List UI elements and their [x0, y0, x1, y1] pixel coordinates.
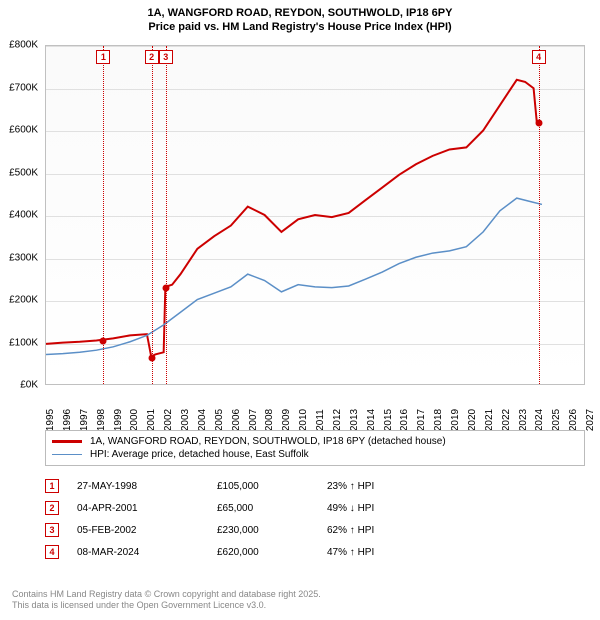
y-tick-label: £600K	[9, 125, 38, 136]
x-tick-label: 2003	[180, 409, 191, 431]
event-change: 62% ↑ HPI	[327, 525, 457, 536]
x-tick-label: 2027	[585, 409, 596, 431]
footer-line-1: Contains HM Land Registry data © Crown c…	[12, 589, 321, 601]
event-price: £65,000	[217, 503, 327, 514]
sale-marker-dot	[162, 285, 169, 292]
series-line-price_paid	[46, 80, 542, 357]
chart-plot-area: 1 23 4	[45, 45, 585, 385]
sale-marker-line	[539, 46, 540, 384]
y-tick-label: £100K	[9, 337, 38, 348]
legend-item: 1A, WANGFORD ROAD, REYDON, SOUTHWOLD, IP…	[52, 435, 578, 448]
chart-svg	[46, 46, 584, 384]
event-marker-box: 3	[45, 523, 59, 537]
x-tick-label: 2021	[484, 409, 495, 431]
event-change: 49% ↓ HPI	[327, 503, 457, 514]
sale-marker-box: 3	[159, 50, 173, 64]
x-tick-label: 1995	[45, 409, 56, 431]
title-line-1: 1A, WANGFORD ROAD, REYDON, SOUTHWOLD, IP…	[10, 6, 590, 20]
x-tick-label: 2013	[349, 409, 360, 431]
event-price: £230,000	[217, 525, 327, 536]
event-row: 1 27-MAY-1998£105,00023% ↑ HPI	[45, 475, 585, 497]
x-tick-label: 1997	[79, 409, 90, 431]
event-change: 47% ↑ HPI	[327, 547, 457, 558]
x-tick-label: 2004	[197, 409, 208, 431]
y-tick-label: £800K	[9, 40, 38, 51]
event-price: £620,000	[217, 547, 327, 558]
event-marker-box: 4	[45, 545, 59, 559]
legend-item: HPI: Average price, detached house, East…	[52, 448, 578, 461]
x-tick-label: 2026	[568, 409, 579, 431]
x-tick-label: 2022	[501, 409, 512, 431]
sale-marker-box: 1	[96, 50, 110, 64]
event-marker-box: 2	[45, 501, 59, 515]
x-tick-label: 2001	[146, 409, 157, 431]
x-tick-label: 2024	[534, 409, 545, 431]
events-table: 1 27-MAY-1998£105,00023% ↑ HPI 2 04-APR-200…	[45, 475, 585, 563]
y-tick-label: £700K	[9, 82, 38, 93]
event-date: 08-MAR-2024	[77, 547, 217, 558]
x-tick-label: 2019	[450, 409, 461, 431]
legend-swatch	[52, 454, 82, 456]
legend: 1A, WANGFORD ROAD, REYDON, SOUTHWOLD, IP…	[45, 430, 585, 466]
x-tick-label: 2011	[315, 409, 326, 431]
x-tick-label: 2017	[416, 409, 427, 431]
title-block: 1A, WANGFORD ROAD, REYDON, SOUTHWOLD, IP…	[0, 0, 600, 37]
legend-label: 1A, WANGFORD ROAD, REYDON, SOUTHWOLD, IP…	[90, 436, 446, 447]
x-tick-label: 2025	[551, 409, 562, 431]
y-tick-label: £200K	[9, 295, 38, 306]
event-date: 04-APR-2001	[77, 503, 217, 514]
x-tick-label: 2000	[129, 409, 140, 431]
sale-marker-line	[166, 46, 167, 384]
event-row: 2 04-APR-2001£65,00049% ↓ HPI	[45, 497, 585, 519]
x-tick-label: 2014	[366, 409, 377, 431]
sale-marker-box: 4	[532, 50, 546, 64]
sale-marker-line	[152, 46, 153, 384]
event-price: £105,000	[217, 481, 327, 492]
legend-label: HPI: Average price, detached house, East…	[90, 449, 309, 460]
title-line-2: Price paid vs. HM Land Registry's House …	[10, 20, 590, 34]
x-tick-label: 2002	[163, 409, 174, 431]
x-axis: 1995 1996 1997 1998 1999 2000 2001 2002 2003 2004…	[45, 390, 585, 430]
x-tick-label: 1998	[96, 409, 107, 431]
sale-marker-dot	[535, 119, 542, 126]
event-row: 4 08-MAR-2024£620,00047% ↑ HPI	[45, 541, 585, 563]
sale-marker-box: 2	[145, 50, 159, 64]
event-row: 3 05-FEB-2002£230,00062% ↑ HPI	[45, 519, 585, 541]
y-tick-label: £500K	[9, 167, 38, 178]
chart-container: 1A, WANGFORD ROAD, REYDON, SOUTHWOLD, IP…	[0, 0, 600, 620]
sale-marker-line	[103, 46, 104, 384]
x-tick-label: 2012	[332, 409, 343, 431]
x-tick-label: 2015	[383, 409, 394, 431]
legend-swatch	[52, 440, 82, 443]
event-date: 27-MAY-1998	[77, 481, 217, 492]
x-tick-label: 2023	[518, 409, 529, 431]
x-tick-label: 2010	[298, 409, 309, 431]
event-change: 23% ↑ HPI	[327, 481, 457, 492]
x-tick-label: 2007	[248, 409, 259, 431]
sale-marker-dot	[148, 355, 155, 362]
sale-marker-dot	[100, 338, 107, 345]
y-tick-label: £300K	[9, 252, 38, 263]
y-tick-label: £400K	[9, 210, 38, 221]
footer: Contains HM Land Registry data © Crown c…	[12, 589, 321, 612]
x-tick-label: 2016	[399, 409, 410, 431]
y-axis: £0K£100K£200K£300K£400K£500K£600K£700K£8…	[0, 45, 42, 385]
x-tick-label: 2020	[467, 409, 478, 431]
x-tick-label: 2009	[281, 409, 292, 431]
x-tick-label: 2018	[433, 409, 444, 431]
x-tick-label: 2006	[231, 409, 242, 431]
event-marker-box: 1	[45, 479, 59, 493]
footer-line-2: This data is licensed under the Open Gov…	[12, 600, 321, 612]
y-tick-label: £0K	[20, 380, 38, 391]
event-date: 05-FEB-2002	[77, 525, 217, 536]
x-tick-label: 2008	[264, 409, 275, 431]
x-tick-label: 2005	[214, 409, 225, 431]
x-tick-label: 1996	[62, 409, 73, 431]
x-tick-label: 1999	[113, 409, 124, 431]
